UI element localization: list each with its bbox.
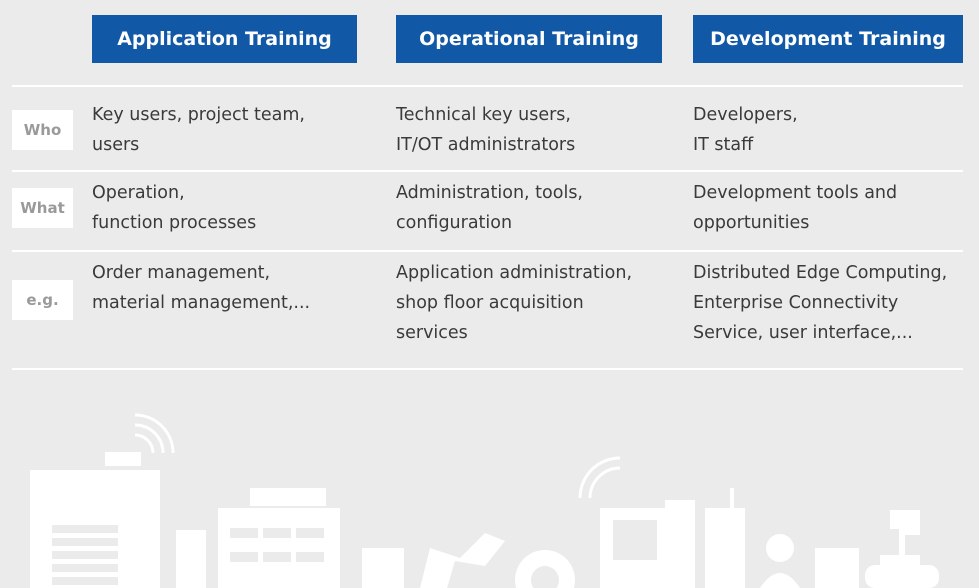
column-header: Development Training bbox=[693, 15, 963, 63]
cell-text: function processes bbox=[92, 213, 257, 233]
cell-text: Developers, bbox=[693, 105, 798, 125]
row-divider bbox=[12, 85, 963, 87]
cell-text: Administration, tools, bbox=[396, 183, 583, 203]
cell-text: shop floor acquisition bbox=[396, 293, 584, 313]
row-label: Who bbox=[12, 110, 73, 150]
cell-text: Technical key users, bbox=[396, 105, 571, 125]
cell-text: opportunities bbox=[693, 213, 810, 233]
cell-text: material management,... bbox=[92, 293, 311, 313]
cell-text: Operation, bbox=[92, 183, 185, 203]
row-divider bbox=[12, 170, 963, 172]
cell-text: Key users, project team, bbox=[92, 105, 305, 125]
row-label: e.g. bbox=[12, 280, 73, 320]
cell-text: Application administration, bbox=[396, 263, 633, 283]
cell-text: IT staff bbox=[693, 135, 754, 155]
cell-text: Distributed Edge Computing, bbox=[693, 263, 948, 283]
column-header: Application Training bbox=[92, 15, 357, 63]
cell-text: users bbox=[92, 135, 140, 155]
cell-text: Order management, bbox=[92, 263, 271, 283]
cell-text: configuration bbox=[396, 213, 513, 233]
factory-illustration bbox=[30, 413, 939, 588]
cell-text: services bbox=[396, 323, 468, 343]
row-divider bbox=[12, 250, 963, 252]
cell-text: Enterprise Connectivity bbox=[693, 293, 899, 313]
row-divider bbox=[12, 368, 963, 370]
cell-text: Development tools and bbox=[693, 183, 898, 203]
cell-text: IT/OT administrators bbox=[396, 135, 576, 155]
row-label: What bbox=[12, 188, 73, 228]
cell-text: Service, user interface,... bbox=[693, 323, 913, 343]
column-header: Operational Training bbox=[396, 15, 662, 63]
